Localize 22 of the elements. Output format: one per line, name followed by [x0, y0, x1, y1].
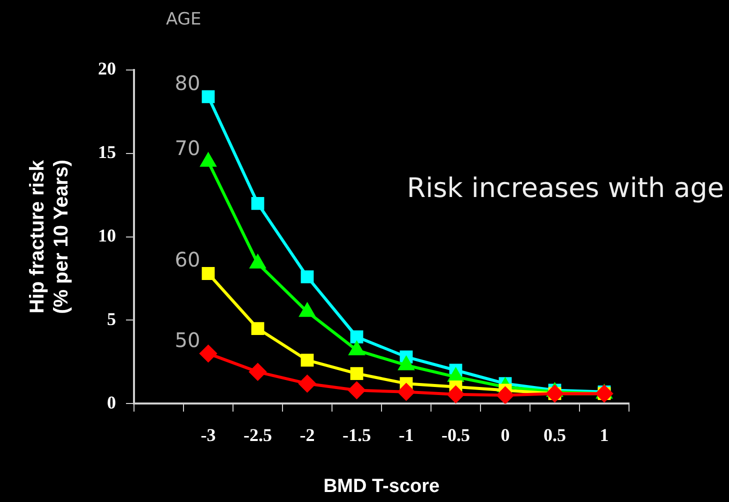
- y-tick-label: 10: [98, 225, 116, 246]
- x-tick-label: 1: [600, 425, 609, 446]
- series-label: 70: [174, 136, 200, 160]
- x-tick-label: 0: [500, 425, 510, 446]
- series-label: 80: [174, 70, 200, 95]
- y-tick-label: 0: [107, 392, 116, 412]
- x-tick-label: -3: [200, 425, 216, 446]
- series-label: 60: [174, 248, 200, 272]
- y-tick-label: 20: [98, 58, 116, 79]
- y-tick-label: 15: [98, 142, 116, 162]
- x-tick-label: -1.5: [342, 425, 371, 446]
- x-tick-label: 0.5: [544, 425, 566, 446]
- annotation: Risk increases with age: [406, 173, 724, 204]
- x-axis-title: BMD T-score: [323, 476, 440, 497]
- legend-title: AGE: [166, 9, 202, 30]
- x-tick-label: -0.5: [442, 425, 470, 446]
- y-axis-title: Hip fracture risk (% per 10 Years): [26, 159, 73, 314]
- series-label: 50: [174, 328, 200, 352]
- x-tick-label: -1: [398, 425, 414, 446]
- x-tick-label: -2.5: [244, 425, 272, 446]
- x-tick-label: -2: [300, 425, 315, 446]
- y-tick-label: 5: [107, 308, 116, 329]
